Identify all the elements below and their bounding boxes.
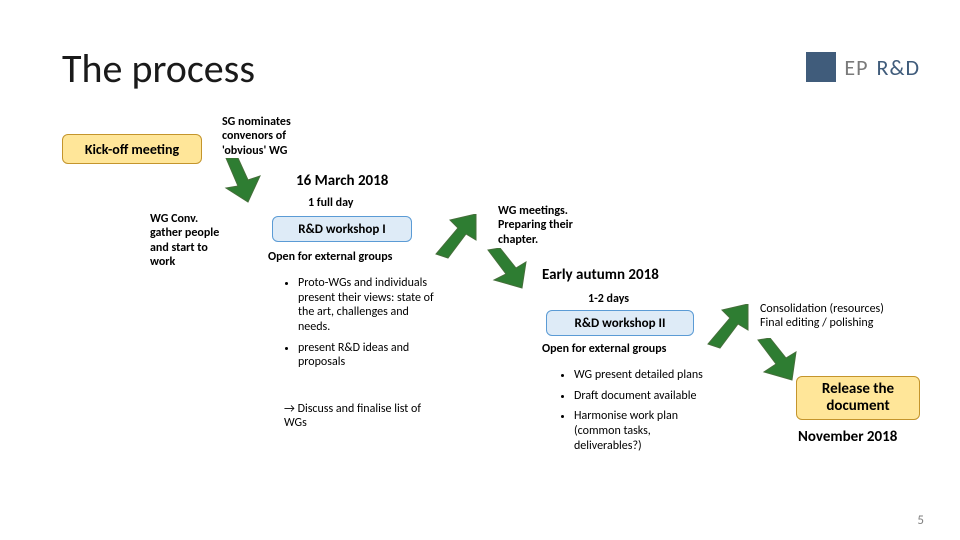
wg-conv-note: WG Conv. gather people and start to work [150, 212, 250, 270]
ws2-bullet-2: Draft document available [574, 389, 716, 404]
ws1-bullets: Proto-WGs and individuals present their … [280, 276, 440, 376]
ws2-bullet-3: Harmonise work plan (common tasks, deliv… [574, 409, 716, 453]
arrow-2 [432, 214, 492, 264]
ws2-bullets: WG present detailed plans Draft document… [556, 368, 716, 459]
logo-square [806, 52, 836, 82]
release-label: Release the document [822, 381, 894, 416]
consolidation-note: Consolidation (resources) Final editing … [760, 302, 940, 331]
arrow-1 [218, 158, 270, 206]
kickoff-box: Kick-off meeting [62, 134, 202, 164]
ws2-bullet-1: WG present detailed plans [574, 368, 716, 383]
ws1-bullet-2: present R&D ideas and proposals [298, 341, 440, 370]
slide-title: The process [62, 44, 255, 93]
ws1-open: Open for external groups [268, 250, 392, 264]
ws1-title-box: R&D workshop I [272, 216, 412, 242]
ws2-title-box: R&D workshop II [546, 310, 694, 336]
ws1-bullet-1: Proto-WGs and individuals present their … [298, 276, 440, 335]
ws1-discuss: → Discuss and finalise list of WGs [284, 402, 434, 431]
logo-rd-text: R&D [877, 54, 921, 81]
ws2-title: R&D workshop II [575, 316, 666, 331]
date-november: November 2018 [798, 428, 897, 446]
ws1-duration: 1 full day [308, 196, 353, 210]
kickoff-label: Kick-off meeting [85, 141, 179, 158]
arrow-4 [704, 304, 764, 354]
slide-number: 5 [917, 513, 924, 528]
logo: EP R&D [806, 52, 920, 82]
arrow-3 [482, 248, 538, 292]
wg-meetings-note: WG meetings. Preparing their chapter. [498, 204, 618, 247]
ws2-open: Open for external groups [542, 342, 666, 356]
sg-nominates-note: SG nominates convenors of 'obvious' WG [222, 115, 332, 158]
logo-ep-text: EP [844, 54, 868, 81]
ws1-title: R&D workshop I [298, 222, 385, 237]
release-box: Release the document [796, 376, 920, 420]
ws2-duration: 1-2 days [588, 292, 629, 306]
date-march: 16 March 2018 [296, 172, 388, 190]
date-autumn: Early autumn 2018 [542, 266, 659, 284]
